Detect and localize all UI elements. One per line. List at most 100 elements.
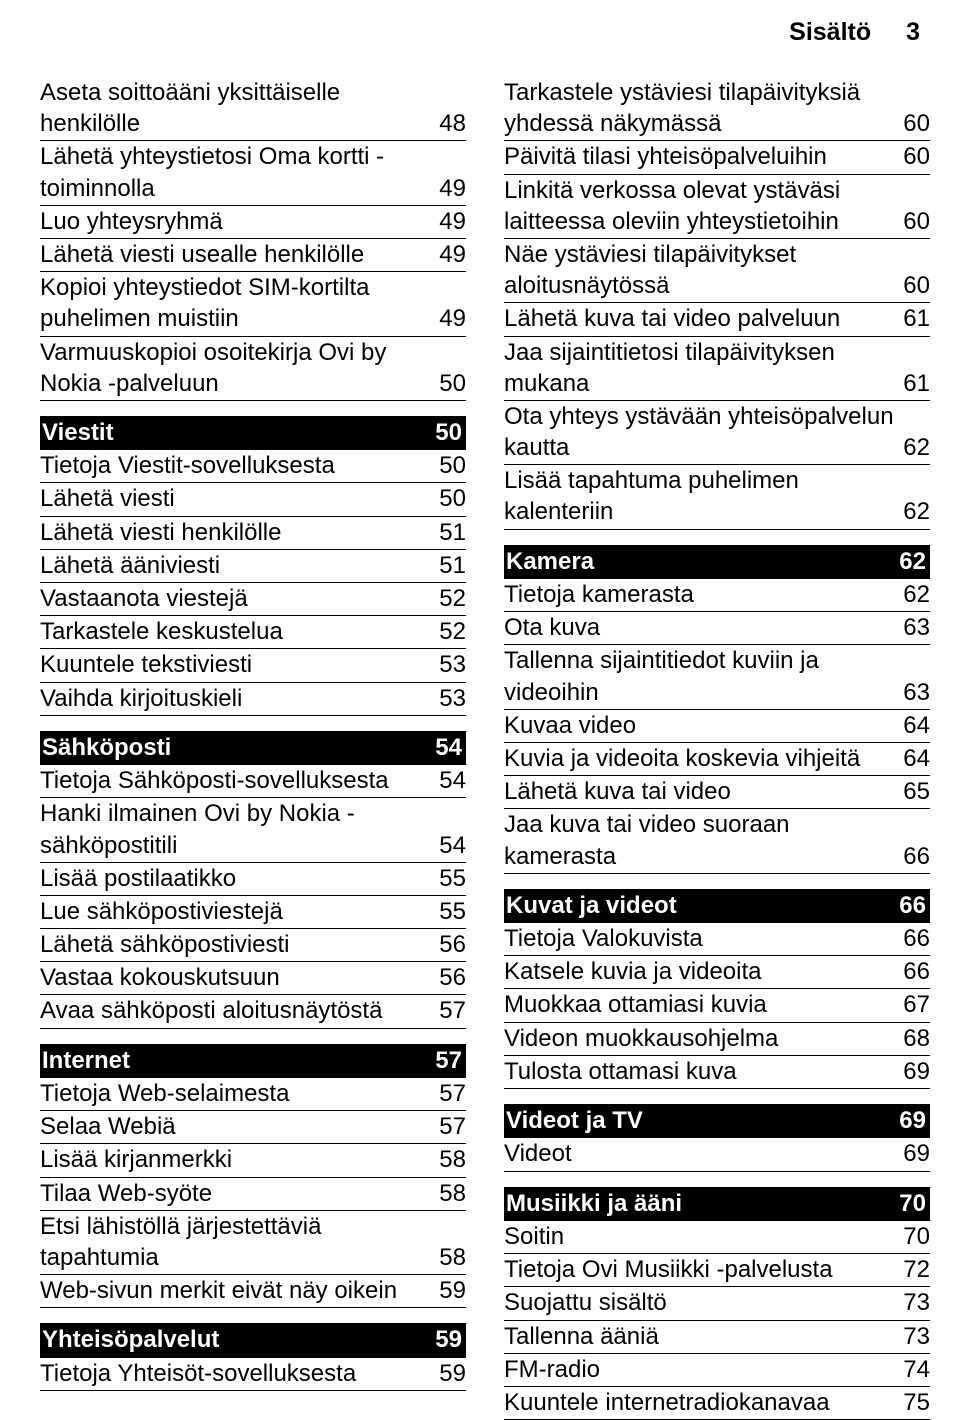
toc-page-number: 49 [431, 303, 466, 334]
toc-entry: Soitin70 [504, 1221, 930, 1254]
toc-page-number: 48 [431, 108, 466, 139]
toc-label: Kuvaa video [504, 710, 895, 741]
toc-label: Musiikki ja ääni [506, 1188, 891, 1220]
toc-entry: Ota kuva63 [504, 612, 930, 645]
toc-page-number: 66 [895, 956, 930, 987]
toc-label: Lähetä ääniviesti [40, 550, 431, 581]
toc-page-number: 56 [431, 962, 466, 993]
toc-label: Kuvia ja videoita koskevia vihjeitä [504, 743, 895, 774]
toc-entry: Näe ystäviesi tilapäivitykset aloitusnäy… [504, 239, 930, 303]
toc-label: Hanki ilmainen Ovi by Nokia -sähköpostit… [40, 798, 431, 860]
toc-entry: Aseta soittoääni yksittäiselle henkilöll… [40, 77, 466, 141]
toc-label: Tietoja Viestit-sovelluksesta [40, 450, 431, 481]
toc-page-number: 60 [895, 206, 930, 237]
toc-entry: Lähetä yhteystietosi Oma kortti -toiminn… [40, 141, 466, 205]
toc-page-number: 62 [895, 579, 930, 610]
toc-entry: Tietoja Viestit-sovelluksesta50 [40, 450, 466, 483]
toc-page-number: 64 [895, 710, 930, 741]
toc-entry: Avaa sähköposti aloitusnäytöstä57 [40, 995, 466, 1028]
toc-page-number: 51 [431, 517, 466, 548]
toc-label: Kuuntele internetradiokanavaa [504, 1387, 895, 1418]
toc-entry: Kuuntele internetradiokanavaa75 [504, 1387, 930, 1420]
toc-page-number: 60 [895, 270, 930, 301]
toc-page-number: 62 [895, 496, 930, 527]
toc-page-number: 49 [431, 206, 466, 237]
toc-entry: Kuuntele tekstiviesti53 [40, 649, 466, 682]
toc-entry: Tietoja kamerasta62 [504, 579, 930, 612]
toc-label: Internet [42, 1045, 427, 1077]
toc-label: Tietoja kamerasta [504, 579, 895, 610]
toc-label: Avaa sähköposti aloitusnäytöstä [40, 995, 431, 1026]
toc-page-number: 63 [895, 677, 930, 708]
toc-entry: Tallenna ääniä73 [504, 1321, 930, 1354]
toc-label: Ota kuva [504, 612, 895, 643]
toc-entry: Kuvia ja videoita koskevia vihjeitä64 [504, 743, 930, 776]
toc-page-number: 69 [891, 1105, 930, 1137]
toc-entry: Vastaanota viestejä52 [40, 583, 466, 616]
toc-entry: Tietoja Sähköposti-sovelluksesta54 [40, 765, 466, 798]
toc-label: Tallenna ääniä [504, 1321, 895, 1352]
toc-page-number: 52 [431, 616, 466, 647]
toc-entry: Lähetä ääniviesti51 [40, 550, 466, 583]
toc-page-number: 69 [895, 1056, 930, 1087]
toc-page-number: 73 [895, 1287, 930, 1318]
toc-page-number: 54 [427, 732, 466, 764]
toc-entry: Tietoja Web-selaimesta57 [40, 1078, 466, 1111]
toc-label: Muokkaa ottamiasi kuvia [504, 989, 895, 1020]
toc-label: Vastaanota viestejä [40, 583, 431, 614]
toc-label: Tarkastele ystäviesi tilapäivityksiä yhd… [504, 77, 895, 139]
toc-page-number: 70 [895, 1221, 930, 1252]
toc-page-number: 50 [431, 450, 466, 481]
toc-page-number: 62 [895, 432, 930, 463]
toc-page-number: 50 [427, 417, 466, 449]
toc-entry: Selaa Webiä57 [40, 1111, 466, 1144]
toc-label: Jaa kuva tai video suoraan kamerasta [504, 809, 895, 871]
toc-entry: Katsele kuvia ja videoita66 [504, 956, 930, 989]
toc-entry: Videot69 [504, 1138, 930, 1171]
toc-left-column: Aseta soittoääni yksittäiselle henkilöll… [40, 77, 466, 1420]
toc-entry: Lähetä viesti henkilölle51 [40, 517, 466, 550]
toc-page-number: 59 [431, 1275, 466, 1306]
toc-entry: Tarkastele keskustelua52 [40, 616, 466, 649]
toc-entry: Lisää postilaatikko55 [40, 863, 466, 896]
toc-entry: Tulosta ottamasi kuva69 [504, 1056, 930, 1089]
toc-label: Sähköposti [42, 732, 427, 764]
toc-page-number: 75 [895, 1387, 930, 1418]
toc-label: Lisää postilaatikko [40, 863, 431, 894]
toc-page-number: 53 [431, 649, 466, 680]
toc-page-number: 65 [895, 776, 930, 807]
toc-entry: Lähetä viesti50 [40, 483, 466, 516]
toc-page-number: 67 [895, 989, 930, 1020]
toc-entry: Lue sähköpostiviestejä55 [40, 896, 466, 929]
toc-page-number: 50 [431, 368, 466, 399]
toc-section-heading: Yhteisöpalvelut59 [40, 1323, 466, 1357]
toc-label: Tietoja Yhteisöt-sovelluksesta [40, 1358, 431, 1389]
toc-page-number: 49 [431, 173, 466, 204]
toc-page-number: 49 [431, 239, 466, 270]
toc-page-number: 74 [895, 1354, 930, 1385]
toc-label: Lähetä viesti henkilölle [40, 517, 431, 548]
toc-page-number: 51 [431, 550, 466, 581]
toc-label: Lähetä viesti usealle henkilölle [40, 239, 431, 270]
toc-page-number: 62 [891, 546, 930, 578]
toc-entry: Luo yhteysryhmä49 [40, 206, 466, 239]
toc-entry: Tilaa Web-syöte58 [40, 1178, 466, 1211]
toc-page-number: 72 [895, 1254, 930, 1285]
toc-label: Päivitä tilasi yhteisöpalveluihin [504, 141, 895, 172]
toc-label: Jaa sijaintitietosi tilapäivityksen muka… [504, 337, 895, 399]
toc-entry: Lähetä sähköpostiviesti56 [40, 929, 466, 962]
toc-entry: Tietoja Ovi Musiikki -palvelusta72 [504, 1254, 930, 1287]
toc-label: Suojattu sisältö [504, 1287, 895, 1318]
toc-entry: Vastaa kokouskutsuun56 [40, 962, 466, 995]
toc-label: Katsele kuvia ja videoita [504, 956, 895, 987]
toc-page-number: 54 [431, 765, 466, 796]
toc-entry: Jaa sijaintitietosi tilapäivityksen muka… [504, 337, 930, 401]
toc-label: Tietoja Valokuvista [504, 923, 895, 954]
toc-label: Tietoja Ovi Musiikki -palvelusta [504, 1254, 895, 1285]
toc-page-number: 52 [431, 583, 466, 614]
toc-page-number: 66 [895, 923, 930, 954]
toc-page-number: 58 [431, 1178, 466, 1209]
toc-label: Lähetä kuva tai video [504, 776, 895, 807]
toc-page-number: 56 [431, 929, 466, 960]
toc-label: Tietoja Web-selaimesta [40, 1078, 431, 1109]
